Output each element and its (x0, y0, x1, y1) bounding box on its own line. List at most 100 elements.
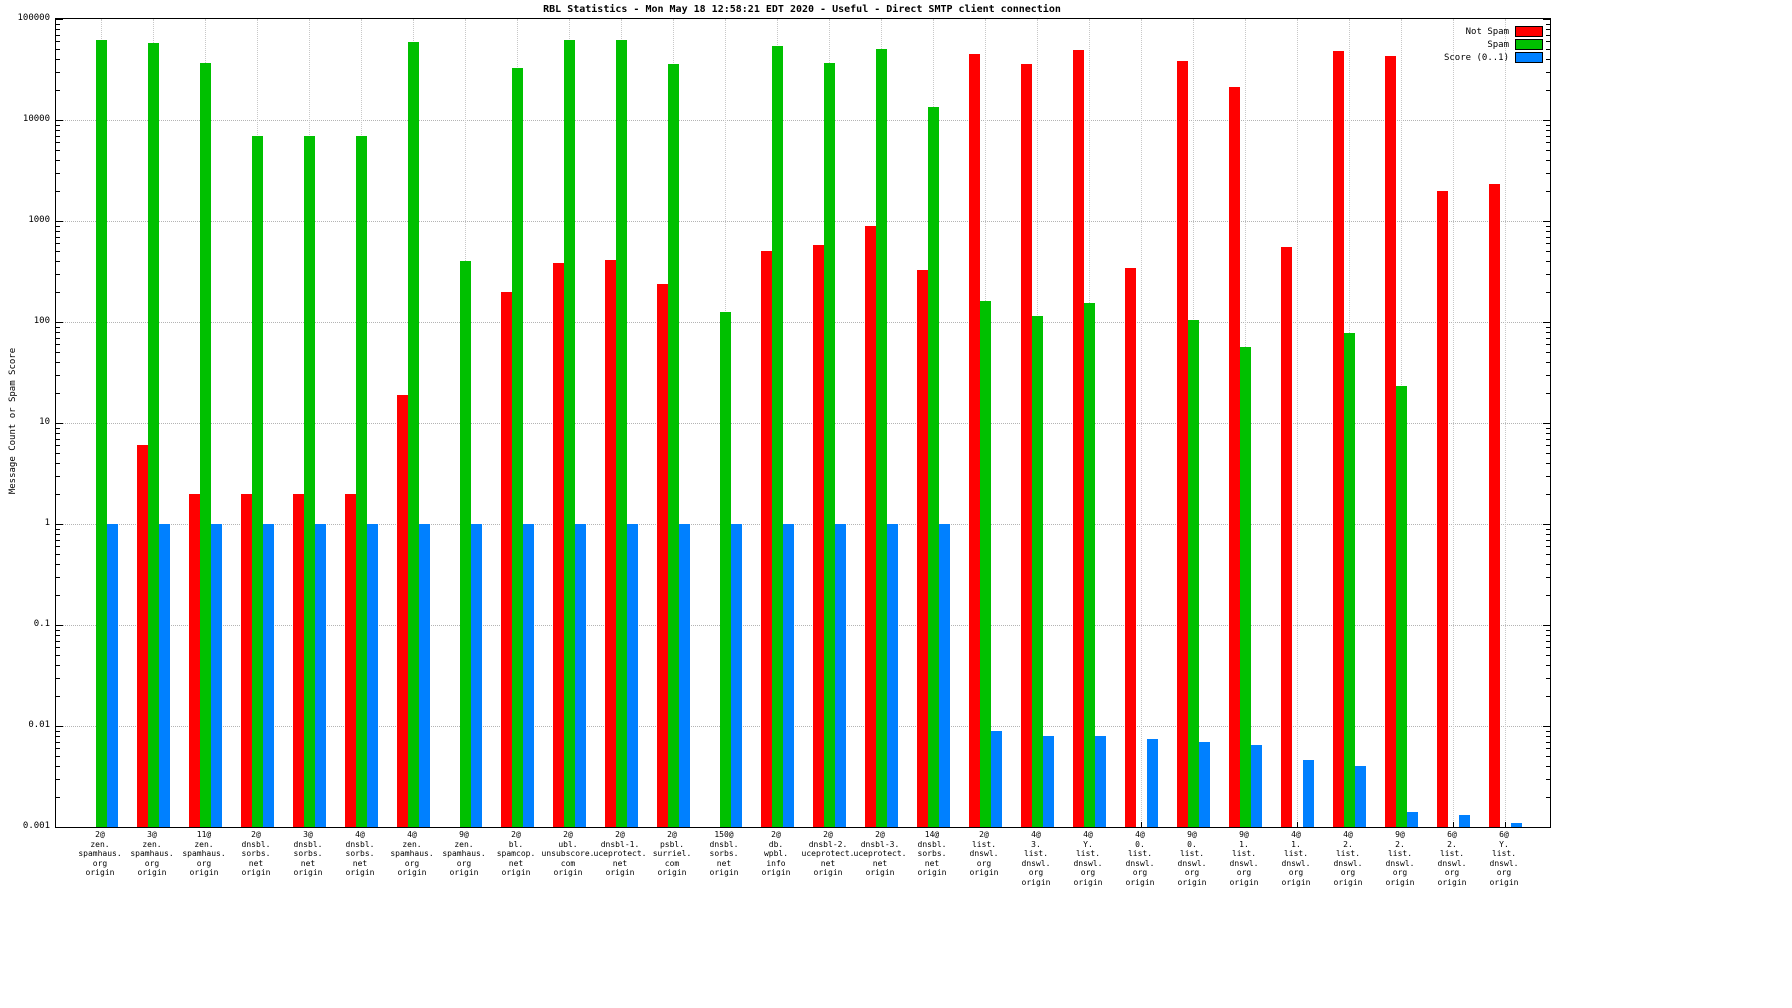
bar-score-0-1- (523, 524, 534, 827)
y-major-tick (56, 120, 63, 121)
v-gridline (1453, 19, 1454, 827)
bar-spam (980, 301, 991, 827)
y-minor-tick (1546, 427, 1550, 429)
bar-spam (1084, 302, 1095, 827)
y-minor-tick (1546, 634, 1550, 636)
h-gridline (56, 423, 1550, 424)
y-tick-label: 0.1 (33, 619, 50, 629)
y-tick-label: 1000 (28, 215, 50, 225)
y-minor-tick (1546, 331, 1550, 333)
y-minor-tick (56, 576, 60, 578)
bar-not-spam (293, 493, 304, 827)
y-minor-tick (56, 23, 60, 25)
y-minor-tick (56, 230, 60, 232)
bar-score-0-1- (835, 524, 846, 827)
y-minor-tick (1546, 89, 1550, 91)
y-minor-tick (1546, 533, 1550, 535)
bar-score-0-1- (1303, 760, 1314, 827)
y-minor-tick (1546, 344, 1550, 346)
y-minor-tick (1546, 236, 1550, 238)
bar-score-0-1- (1095, 735, 1106, 827)
bar-spam (356, 135, 367, 827)
v-gridline (1505, 19, 1506, 827)
bar-score-0-1- (679, 524, 690, 827)
bar-score-0-1- (1407, 812, 1418, 827)
bar-score-0-1- (211, 524, 222, 827)
y-minor-tick (56, 337, 60, 339)
y-minor-tick (56, 129, 60, 131)
x-category-label: 4@ 1. list. dnswl. org origin (1281, 830, 1311, 887)
y-tick-label: 0.01 (28, 720, 50, 730)
y-minor-tick (56, 261, 60, 263)
legend-item: Score (0..1) (1444, 51, 1543, 64)
y-minor-tick (56, 778, 60, 780)
bar-not-spam (1489, 184, 1500, 827)
y-minor-tick (56, 493, 60, 495)
y-tick-label: 10 (39, 417, 50, 427)
y-minor-tick (56, 190, 60, 192)
h-gridline (56, 322, 1550, 323)
bar-spam (772, 46, 783, 827)
y-minor-tick (1546, 445, 1550, 447)
legend-item: Spam (1444, 38, 1543, 51)
y-minor-tick (1546, 190, 1550, 192)
x-category-label: 11@ zen. spamhaus. org origin (182, 830, 226, 877)
bar-score-0-1- (1459, 815, 1470, 827)
y-minor-tick (56, 331, 60, 333)
x-category-label: 2@ dnsbl. sorbs. net origin (241, 830, 271, 877)
legend-color-swatch (1515, 52, 1543, 63)
y-minor-tick (56, 150, 60, 152)
bar-not-spam (1073, 50, 1084, 827)
y-minor-tick (1546, 695, 1550, 697)
y-tick-label: 10000 (22, 114, 50, 124)
y-minor-tick (1546, 34, 1550, 36)
y-minor-tick (56, 89, 60, 91)
h-gridline (56, 524, 1550, 525)
y-minor-tick (1546, 326, 1550, 328)
bar-spam (304, 135, 315, 827)
y-major-tick (1543, 221, 1550, 222)
y-tick-label: 0.001 (22, 821, 50, 831)
legend-item: Not Spam (1444, 25, 1543, 38)
bar-not-spam (501, 291, 512, 827)
x-category-label: 2@ ubl. unsubscore. com origin (541, 830, 595, 877)
y-minor-tick (1546, 273, 1550, 275)
y-minor-tick (56, 432, 60, 434)
y-minor-tick (1546, 475, 1550, 477)
y-minor-tick (1546, 564, 1550, 566)
x-category-label: 6@ Y. list. dnswl. org origin (1489, 830, 1519, 887)
y-minor-tick (56, 236, 60, 238)
y-major-tick (56, 423, 63, 424)
y-minor-tick (56, 362, 60, 364)
bar-spam (668, 63, 679, 827)
y-minor-tick (56, 34, 60, 36)
bar-not-spam (605, 260, 616, 827)
bar-not-spam (657, 283, 668, 827)
y-minor-tick (56, 344, 60, 346)
bar-not-spam (553, 263, 564, 827)
y-minor-tick (1546, 735, 1550, 737)
bar-spam (1188, 319, 1199, 827)
x-category-label: 4@ 0. list. dnswl. org origin (1125, 830, 1155, 887)
y-minor-tick (56, 528, 60, 530)
bar-score-0-1- (1251, 744, 1262, 827)
bar-spam (720, 312, 731, 827)
bar-not-spam (1125, 268, 1136, 827)
x-category-label: 2@ bl. spamcop. net origin (496, 830, 536, 877)
y-minor-tick (56, 142, 60, 144)
bar-score-0-1- (991, 730, 1002, 827)
bar-score-0-1- (367, 524, 378, 827)
v-gridline (1141, 19, 1142, 827)
y-major-tick (1543, 726, 1550, 727)
y-minor-tick (1546, 160, 1550, 162)
y-major-tick (56, 524, 63, 525)
x-tick (1505, 822, 1506, 827)
h-gridline (56, 625, 1550, 626)
x-category-label: 2@ dnsbl-2. uceprotect. net origin (801, 830, 855, 877)
bar-spam (928, 106, 939, 827)
bar-spam (1344, 332, 1355, 827)
y-major-tick (1543, 423, 1550, 424)
y-minor-tick (56, 135, 60, 137)
y-minor-tick (1546, 59, 1550, 61)
